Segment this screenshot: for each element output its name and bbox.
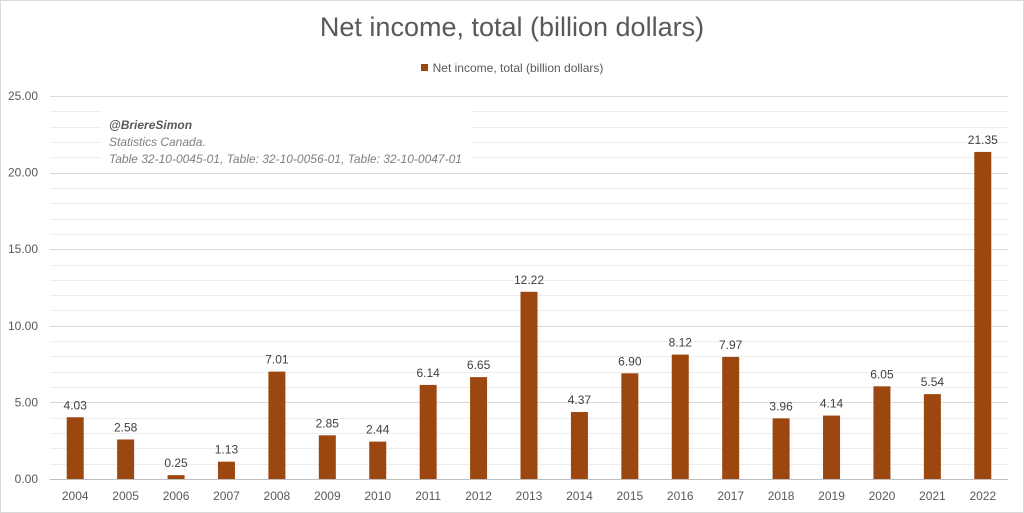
bars [66, 151, 992, 479]
bar-value-label-2011: 6.14 [416, 366, 440, 380]
annotation-source-line-2: Table 32-10-0045-01, Table: 32-10-0056-0… [109, 152, 462, 166]
y-tick-label: 10.00 [8, 319, 38, 333]
x-tick-label-2022: 2022 [969, 489, 996, 503]
y-tick-label: 5.00 [15, 395, 39, 409]
y-tick-label: 25.00 [8, 89, 38, 103]
x-tick-label-2009: 2009 [314, 489, 341, 503]
bar-2022 [974, 151, 992, 479]
legend-swatch [420, 64, 428, 72]
bar-value-label-2020: 6.05 [870, 367, 894, 381]
bar-2020 [873, 386, 891, 479]
y-tick-label: 20.00 [8, 166, 38, 180]
y-tick-label: 15.00 [8, 242, 38, 256]
x-tick-label-2015: 2015 [616, 489, 643, 503]
bar-2006 [167, 475, 185, 479]
x-tick-label-2008: 2008 [264, 489, 291, 503]
x-tick-label-2010: 2010 [364, 489, 391, 503]
bar-value-label-2017: 7.97 [719, 338, 743, 352]
bar-value-label-2007: 1.13 [215, 443, 239, 457]
bar-2005 [117, 439, 135, 479]
legend-label: Net income, total (billion dollars) [432, 61, 604, 75]
legend: Net income, total (billion dollars) [0, 61, 1024, 75]
x-axis-tick-labels: 2004 2005 2006 2007 2008 2009 2010 2011 2012 2013… [62, 489, 997, 503]
bar-value-label-2006: 0.25 [164, 456, 188, 470]
bar-2016 [671, 354, 689, 479]
bar-2008 [268, 371, 286, 479]
bar-value-label-2014: 4.37 [568, 393, 592, 407]
bar-value-label-2019: 4.14 [820, 397, 844, 411]
bar-2012 [470, 377, 488, 479]
bar-value-label-2009: 2.85 [316, 416, 340, 430]
x-tick-label-2012: 2012 [465, 489, 492, 503]
bar-value-label-2022: 21.35 [968, 133, 998, 147]
x-tick-label-2014: 2014 [566, 489, 593, 503]
x-tick-label-2016: 2016 [667, 489, 694, 503]
x-tick-label-2020: 2020 [869, 489, 896, 503]
x-tick-label-2004: 2004 [62, 489, 89, 503]
chart-title: Net income, total (billion dollars) [319, 12, 705, 42]
bar-2011 [419, 384, 437, 479]
bar-value-label-2016: 8.12 [669, 336, 693, 350]
bar-2017 [722, 356, 740, 479]
bar-2007 [217, 461, 235, 479]
bar-value-label-2012: 6.65 [467, 358, 491, 372]
annotation-handle: @BriereSimon [109, 118, 193, 132]
bar-value-label-2010: 2.44 [366, 423, 390, 437]
source-annotation: @BriereSimon Statistics Canada. Table 32… [101, 111, 471, 169]
x-tick-label-2005: 2005 [112, 489, 139, 503]
bar-2019 [823, 415, 841, 479]
x-tick-label-2018: 2018 [768, 489, 795, 503]
x-tick-label-2021: 2021 [919, 489, 946, 503]
bar-2015 [621, 373, 639, 479]
y-axis-tick-labels: 0.00 5.00 10.00 15.00 20.00 25.00 [8, 89, 38, 486]
bar-value-label-2008: 7.01 [265, 353, 289, 367]
bar-value-label-2004: 4.03 [64, 398, 88, 412]
bar-2004 [66, 417, 84, 479]
bar-value-label-2013: 12.22 [514, 273, 544, 287]
x-tick-label-2019: 2019 [818, 489, 845, 503]
bar-2013 [520, 291, 538, 479]
y-tick-label: 0.00 [15, 472, 39, 486]
bar-value-label-2018: 3.96 [769, 399, 793, 413]
annotation-source-line-1: Statistics Canada. [109, 135, 206, 149]
bar-2021 [923, 394, 941, 479]
x-tick-label-2007: 2007 [213, 489, 240, 503]
x-tick-label-2013: 2013 [516, 489, 543, 503]
bar-2018 [772, 418, 790, 479]
bar-value-labels: 4.03 2.58 0.25 1.13 7.01 2.85 2.44 6.14 6.65 12.2… [64, 133, 999, 470]
bar-value-label-2021: 5.54 [921, 375, 945, 389]
x-tick-label-2011: 2011 [415, 489, 441, 503]
bar-value-label-2005: 2.58 [114, 420, 138, 434]
bar-2014 [570, 412, 588, 479]
bar-2009 [318, 435, 336, 479]
x-tick-label-2006: 2006 [163, 489, 190, 503]
x-tick-label-2017: 2017 [717, 489, 744, 503]
bar-2010 [369, 441, 387, 479]
bar-value-label-2015: 6.90 [618, 354, 642, 368]
